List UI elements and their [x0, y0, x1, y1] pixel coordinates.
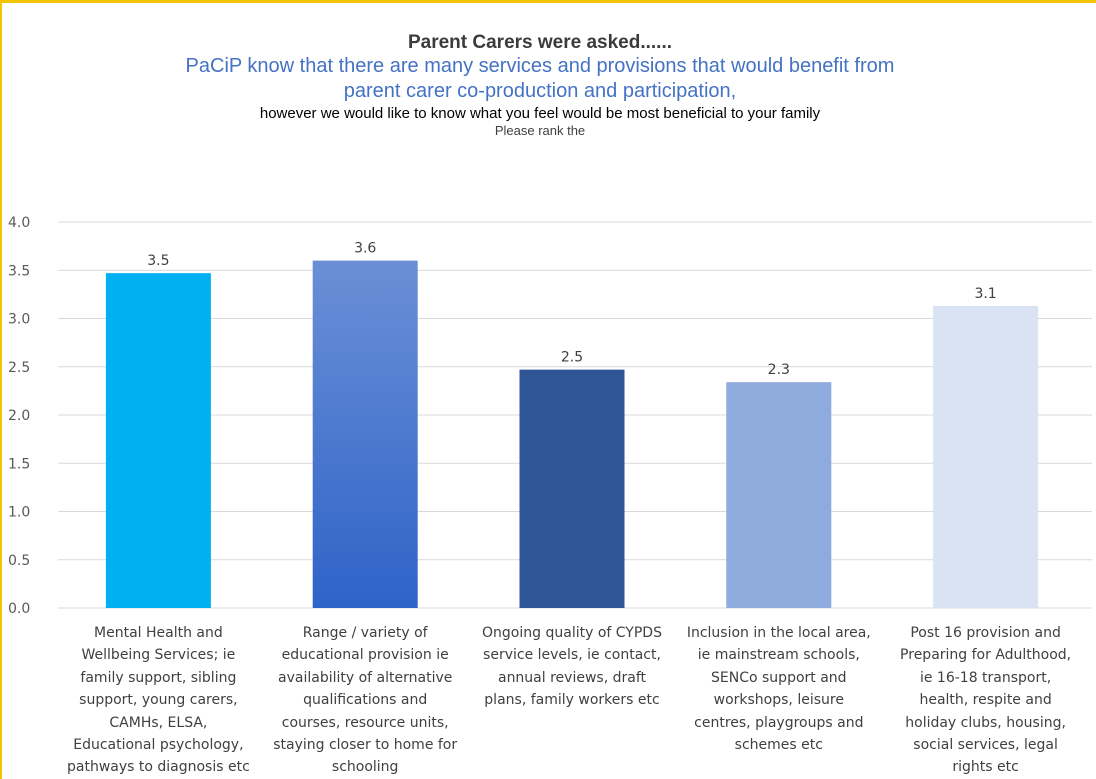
frame-border-left: [0, 0, 2, 779]
y-tick-label: 2.5: [8, 360, 30, 376]
chart-question: however we would like to know what you f…: [259, 105, 821, 122]
chart-title: Parent Carers were asked......: [407, 32, 673, 53]
category-label-line: Preparing for Adulthood,: [900, 647, 1072, 664]
category-label-5: Post 16 provision and Preparing for Adult…: [880, 622, 1092, 779]
y-tick-label: 3.5: [8, 263, 30, 279]
y-tick-label: 0.5: [8, 553, 30, 569]
category-label-line: family support, sibling: [80, 669, 237, 686]
data-label-4: 2.3: [768, 362, 790, 378]
chart-subtitle-line-1: PaCiP know that there are many services …: [185, 55, 895, 77]
category-label-line: educational provision ie: [281, 647, 449, 664]
category-label-line: workshops, leisure: [713, 692, 844, 709]
data-label-3: 2.5: [561, 350, 583, 366]
category-label-line: staying closer to home for: [273, 737, 458, 754]
category-label-line: ie 16-18 transport,: [919, 669, 1052, 686]
category-label-line: support, young carers,: [79, 692, 238, 709]
y-tick-label: 1.5: [8, 456, 30, 472]
category-label-line: Mental Health and: [94, 625, 223, 641]
data-label-5: 3.1: [974, 286, 996, 302]
category-label-line: centres, playgroups and: [694, 714, 864, 731]
y-tick-label: 3.0: [8, 312, 30, 328]
category-label-2: Range / variety of educational provision …: [259, 622, 471, 779]
category-label-line: schooling: [331, 759, 399, 776]
category-label-line: courses, resource units,: [281, 714, 449, 731]
frame-border-top: [0, 0, 1096, 3]
y-tick-label: 1.0: [8, 505, 30, 521]
category-label-line: availability of alternative: [278, 669, 453, 686]
category-label-line: health, respite and: [919, 692, 1052, 709]
category-label-line: Post 16 provision and: [910, 625, 1061, 641]
bar-1: [105, 273, 211, 608]
category-label-line: service levels, ie contact,: [483, 647, 661, 664]
y-tick-label: 4.0: [8, 215, 30, 231]
category-label-line: holiday clubs, housing,: [905, 714, 1066, 731]
category-label-line: qualifications and: [303, 692, 428, 709]
category-label-1: Mental Health and Wellbeing Services; ie f…: [52, 622, 264, 779]
data-label-2: 3.6: [354, 241, 376, 257]
bar-5: [933, 305, 1039, 608]
data-label-1: 3.5: [147, 253, 169, 269]
category-label-line: rights etc: [952, 759, 1019, 776]
title-block: Parent Carers were asked...... PaCiP kno…: [0, 32, 1080, 139]
category-label-line: SENCo support and: [711, 669, 847, 686]
category-label-line: CAMHs, ELSA,: [109, 714, 208, 731]
bar-2: [312, 260, 418, 608]
chart-instruction: Please rank the: [494, 123, 586, 138]
category-label-line: Wellbeing Services; ie: [81, 647, 236, 664]
category-label-line: schemes etc: [734, 737, 823, 754]
y-tick-label: 2.0: [8, 408, 30, 424]
category-label-3: Ongoing quality of CYPDS service levels, …: [466, 622, 678, 712]
category-label-line: Educational psychology,: [73, 737, 244, 754]
category-label-line: social services, legal: [913, 737, 1058, 754]
y-tick-label: 0.0: [8, 601, 30, 617]
chart-subtitle-line-2: parent carer co-production and participa…: [343, 80, 737, 102]
category-label-line: annual reviews, draft: [497, 669, 646, 686]
category-label-line: Range / variety of: [302, 625, 428, 641]
category-label-line: Ongoing quality of CYPDS: [482, 625, 662, 641]
category-label-line: ie mainstream schools,: [697, 647, 860, 664]
bar-3: [519, 369, 625, 608]
category-label-4: Inclusion in the local area, ie mainstrea…: [673, 622, 885, 756]
category-label-line: plans, family workers etc: [484, 692, 660, 709]
category-label-line: Inclusion in the local area,: [686, 625, 871, 641]
bar-4: [726, 382, 832, 608]
category-label-line: pathways to diagnosis etc: [66, 759, 250, 776]
